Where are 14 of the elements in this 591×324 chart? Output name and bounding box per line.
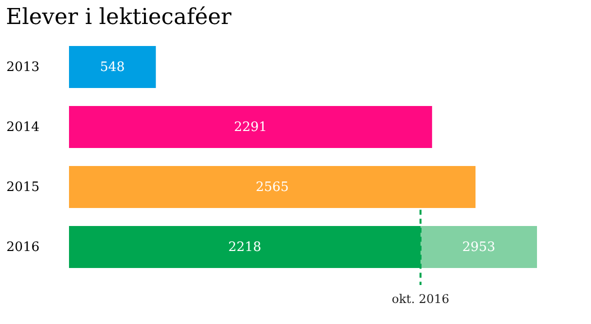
bar xyxy=(69,106,432,148)
y-tick-label: 2015 xyxy=(6,180,40,195)
data-label: 2218 xyxy=(228,240,262,255)
bar xyxy=(69,166,476,208)
y-tick-label: 2013 xyxy=(6,60,40,75)
data-label: 2953 xyxy=(462,240,496,255)
ref-line-label: okt. 2016 xyxy=(392,292,450,306)
data-label: 548 xyxy=(100,60,125,75)
bar xyxy=(69,46,156,88)
data-label: 2291 xyxy=(234,120,268,135)
y-tick-label: 2016 xyxy=(6,240,40,255)
y-tick-label: 2014 xyxy=(6,120,40,135)
chart-title: Elever i lektiecaféer xyxy=(6,5,232,30)
data-label: 2565 xyxy=(256,180,289,195)
